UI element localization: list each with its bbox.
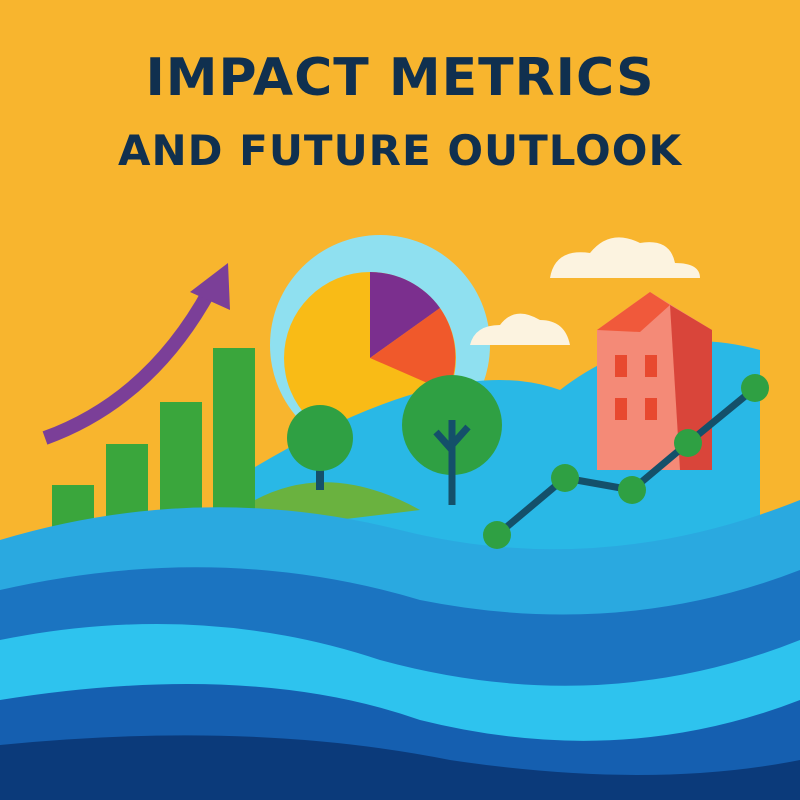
cloud-icon	[550, 237, 700, 278]
cloud-icon	[470, 313, 570, 345]
tree-icon	[402, 375, 502, 505]
tree-icon	[287, 405, 353, 490]
line-chart-icon	[483, 374, 769, 549]
title-line-1: IMPACT METRICS	[145, 48, 655, 108]
title-line-2: AND FUTURE OUTLOOK	[117, 126, 683, 175]
wave-5	[0, 735, 800, 800]
growth-arrow-icon	[42, 263, 230, 445]
